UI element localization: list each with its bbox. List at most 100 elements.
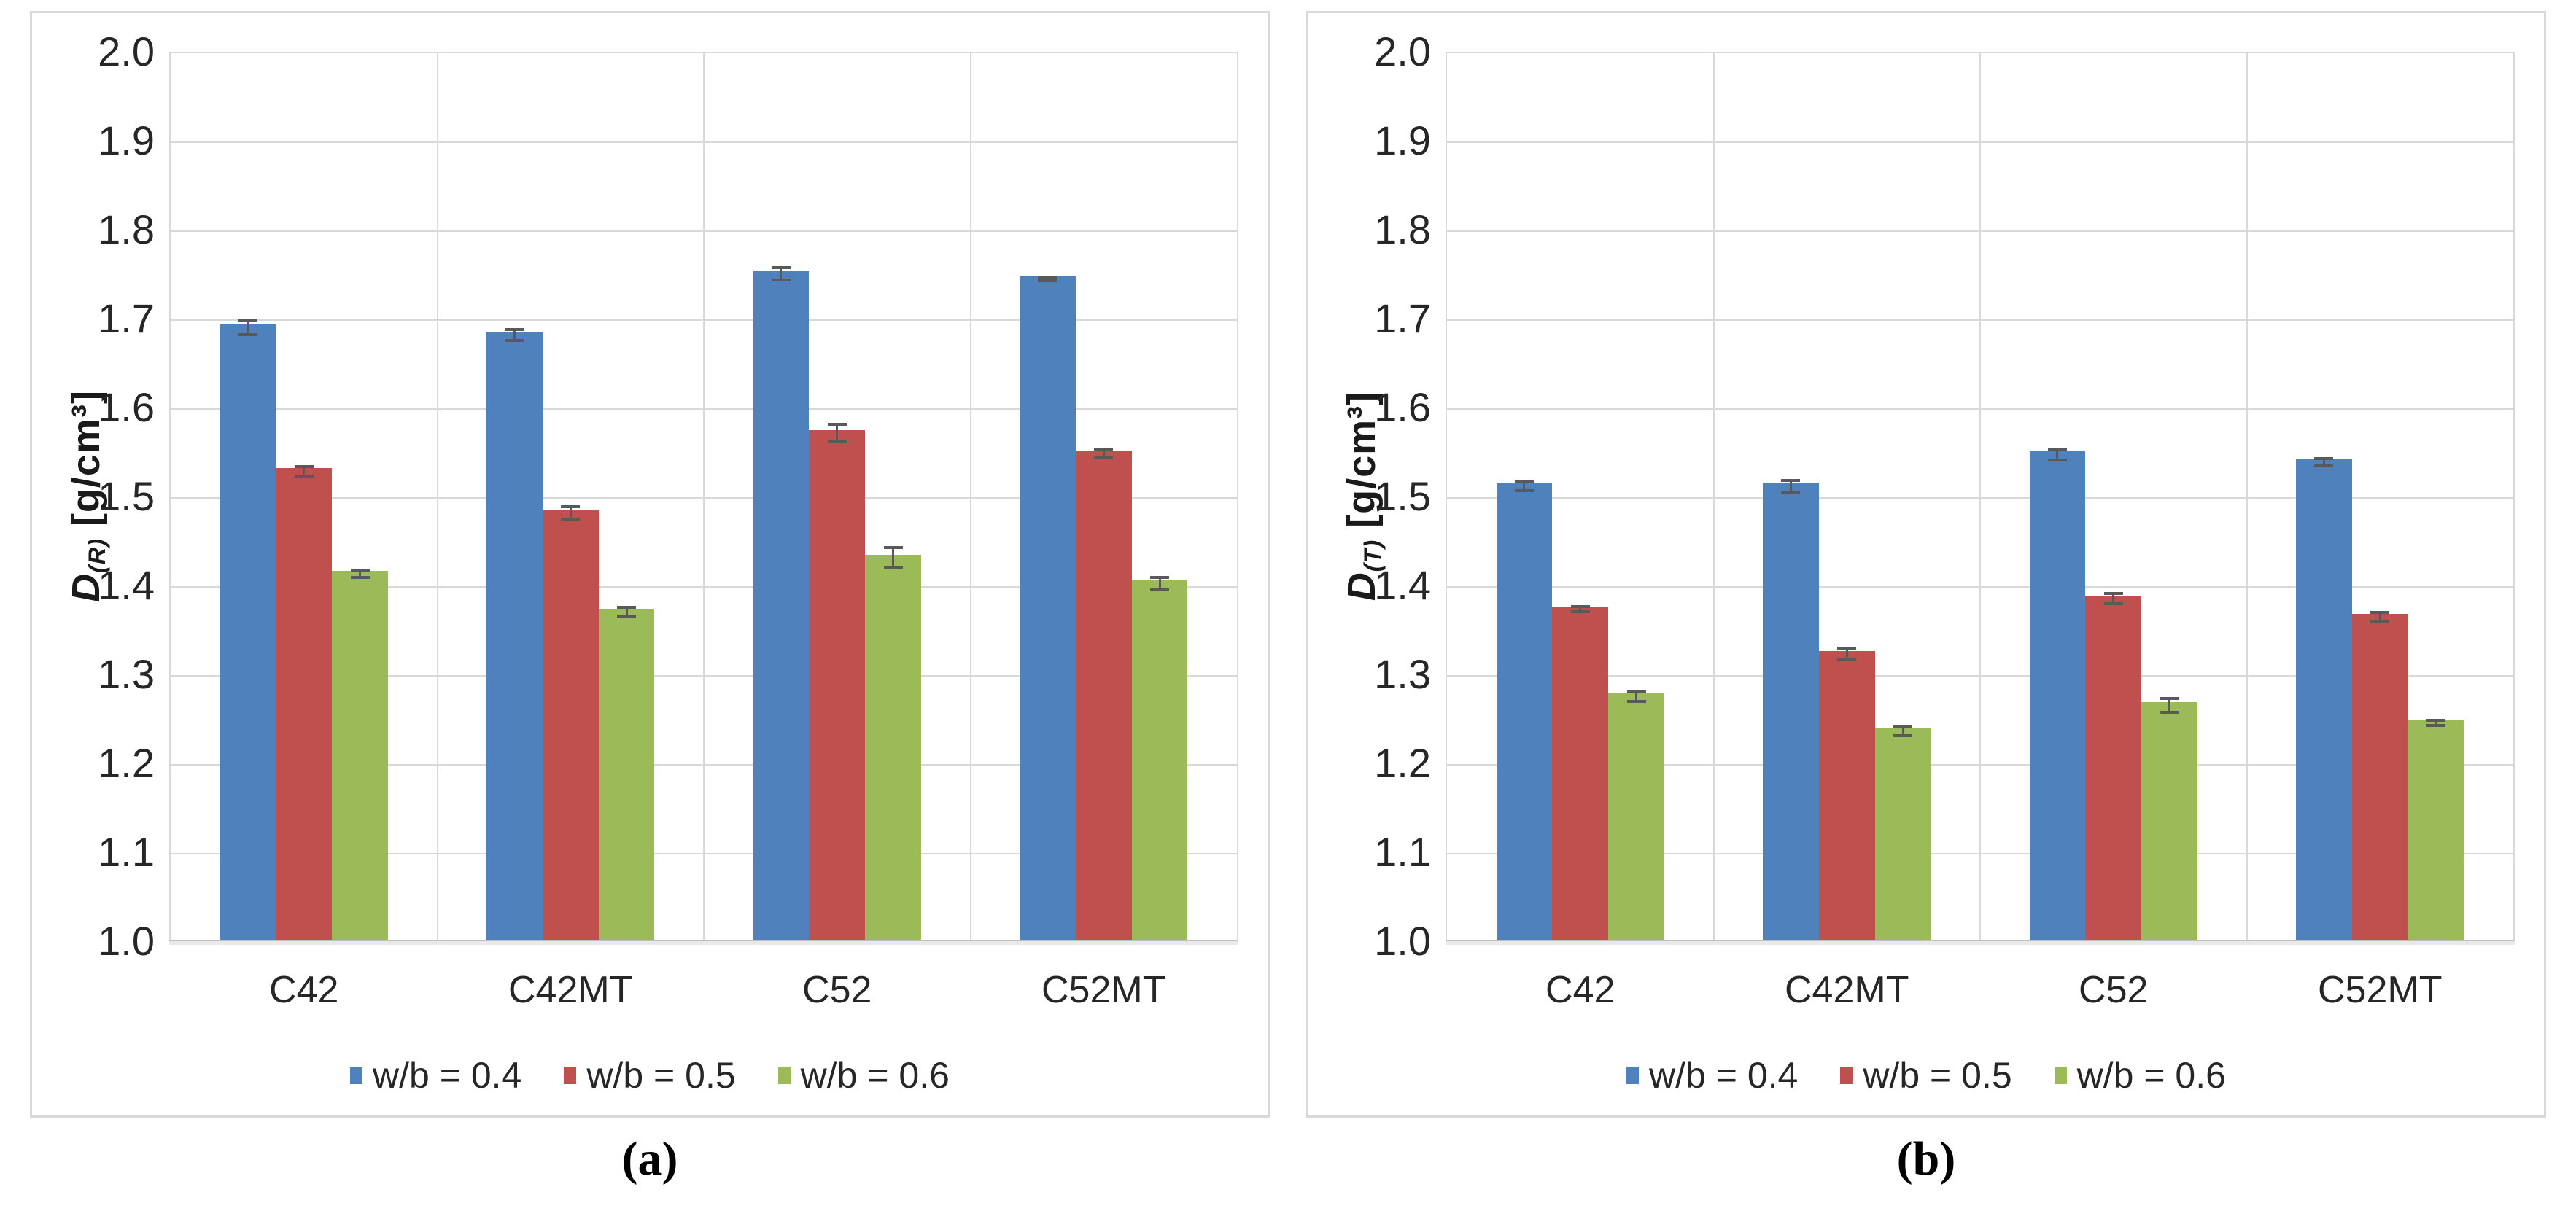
error-bar-cap-top xyxy=(2426,719,2445,722)
bar-c42-series3 xyxy=(1608,693,1664,940)
y-tick-label: 1.0 xyxy=(98,918,155,964)
legend-label-series1: w/b = 0.4 xyxy=(1649,1055,1799,1096)
error-bar-cap-top xyxy=(827,422,847,426)
error-bar-stem xyxy=(513,330,516,341)
x-tick-label-c42: C42 xyxy=(1545,969,1615,1011)
y-tick-label: 1.5 xyxy=(1374,473,1431,519)
error-bar-cap-bottom xyxy=(1837,657,1857,661)
error-bar-cap-top xyxy=(2370,611,2390,615)
error-bar-stem xyxy=(1845,648,1848,659)
error-bar-cap-bottom xyxy=(617,615,636,618)
error-bar-stem xyxy=(1102,448,1105,459)
y-tick-label: 1.3 xyxy=(1374,651,1431,697)
x-tick-label-c42mt: C42MT xyxy=(508,969,633,1011)
error-bar-stem xyxy=(1523,482,1526,491)
caption-b: (b) xyxy=(1896,1132,1956,1185)
axis-shadow xyxy=(169,941,1238,945)
caption-a: (a) xyxy=(621,1132,678,1185)
gridline-vertical xyxy=(2246,53,2248,940)
error-bar-cap-top xyxy=(238,319,257,322)
legend-marker-series3 xyxy=(777,1067,791,1084)
legend-label-series3: w/b = 0.6 xyxy=(800,1055,950,1096)
gridline-vertical xyxy=(1979,53,1981,940)
legend-marker-series2 xyxy=(1840,1067,1853,1084)
bar-c42mt-series3 xyxy=(598,609,655,940)
error-bar-cap-top xyxy=(771,266,791,270)
gridline-vertical xyxy=(703,53,705,940)
bar-c52-series1 xyxy=(753,270,810,940)
legend-label-series2: w/b = 0.5 xyxy=(1863,1055,2012,1096)
plot-area xyxy=(169,52,1238,941)
error-bar-stem xyxy=(2112,593,2115,604)
panel-b: D(T) [g/cm³] 2.0 1.9 1.8 1.7 1.6 1.5 1.4 1.3 1.2 1… xyxy=(1306,11,2546,1118)
error-bar-stem xyxy=(892,548,894,568)
bar-c52mt-series1 xyxy=(2296,459,2352,940)
legend-item-2: w/b = 0.5 xyxy=(564,1054,736,1097)
legend-label-series1: w/b = 0.4 xyxy=(373,1055,522,1096)
error-bar-cap-top xyxy=(1150,575,1169,579)
error-bar-stem xyxy=(836,424,839,443)
legend-item-3: w/b = 0.6 xyxy=(777,1054,950,1097)
error-bar-stem xyxy=(359,569,361,577)
error-bar-cap-bottom xyxy=(1094,456,1114,460)
y-tick-label: 1.6 xyxy=(98,384,155,430)
legend: w/b = 0.4 w/b = 0.5 w/b = 0.6 xyxy=(1308,1054,2544,1097)
x-tick-label-c52mt: C52MT xyxy=(2318,969,2443,1011)
y-tick-label: 1.6 xyxy=(1374,384,1431,430)
legend-marker-series3 xyxy=(2054,1067,2067,1084)
error-bar-cap-bottom xyxy=(238,332,257,336)
x-tick-label-c52: C52 xyxy=(802,969,872,1011)
error-bar-stem xyxy=(1579,606,1582,612)
error-bar-cap-top xyxy=(350,568,370,572)
error-bar-cap-top xyxy=(505,328,524,332)
y-tick-label: 1.5 xyxy=(98,473,155,519)
y-tick-label: 1.7 xyxy=(98,295,155,341)
bar-c42mt-series2 xyxy=(542,510,599,940)
error-bar-stem xyxy=(1046,277,1049,281)
captions-row: (a) (b) xyxy=(30,1132,2546,1187)
error-bar-cap-bottom xyxy=(505,339,524,343)
error-bar-stem xyxy=(1789,480,1792,493)
y-tick-label: 1.1 xyxy=(98,829,155,875)
y-tick-label: 1.8 xyxy=(1374,206,1431,252)
error-bar-cap-top xyxy=(1781,478,1801,482)
legend-item-1: w/b = 0.4 xyxy=(350,1054,521,1097)
legend-item-1: w/b = 0.4 xyxy=(1626,1054,1798,1097)
error-bar-stem xyxy=(780,268,783,281)
error-bar-cap-bottom xyxy=(1570,610,1590,614)
error-bar-cap-top xyxy=(2160,696,2179,700)
error-bar-cap-bottom xyxy=(771,279,791,282)
bar-c52-series2 xyxy=(2085,595,2142,940)
gridline-vertical xyxy=(1712,53,1715,940)
error-bar-cap-bottom xyxy=(561,518,581,521)
error-bar-cap-bottom xyxy=(2370,620,2390,623)
legend-label-series2: w/b = 0.5 xyxy=(586,1055,736,1096)
plot-area xyxy=(1446,52,2515,941)
y-tick-label: 1.4 xyxy=(98,562,155,608)
y-tick-label: 1.8 xyxy=(98,206,155,252)
error-bar-cap-top xyxy=(617,606,636,610)
error-bar-cap-top xyxy=(1514,480,1534,484)
bar-c42mt-series1 xyxy=(486,332,543,940)
x-tick-label-c42mt: C42MT xyxy=(1785,969,1909,1011)
y-tick-label: 1.3 xyxy=(98,651,155,697)
error-bar-stem xyxy=(1158,577,1161,590)
error-bar-cap-top xyxy=(1038,276,1058,279)
bar-c52mt-series1 xyxy=(1020,276,1076,940)
error-bar-stem xyxy=(1635,690,1637,702)
y-tick-label: 1.2 xyxy=(98,740,155,786)
legend-item-3: w/b = 0.6 xyxy=(2054,1054,2226,1097)
bar-c42-series2 xyxy=(1552,606,1609,940)
bar-c42-series2 xyxy=(276,468,333,940)
error-bar-cap-top xyxy=(1094,447,1114,451)
y-tick-label: 1.9 xyxy=(1374,117,1431,163)
error-bar-stem xyxy=(2168,698,2170,713)
error-bar-cap-bottom xyxy=(2426,724,2445,728)
bar-c52-series1 xyxy=(2029,451,2086,940)
error-bar-cap-top xyxy=(294,465,314,469)
error-bar-cap-bottom xyxy=(883,566,903,569)
chart-panels: D(R) [g/cm³] 2.0 1.9 1.8 1.7 1.6 1.5 1.4 1.3 1.2 1… xyxy=(30,11,2546,1118)
bar-c52mt-series2 xyxy=(2351,614,2408,940)
gridline-vertical xyxy=(436,53,438,940)
